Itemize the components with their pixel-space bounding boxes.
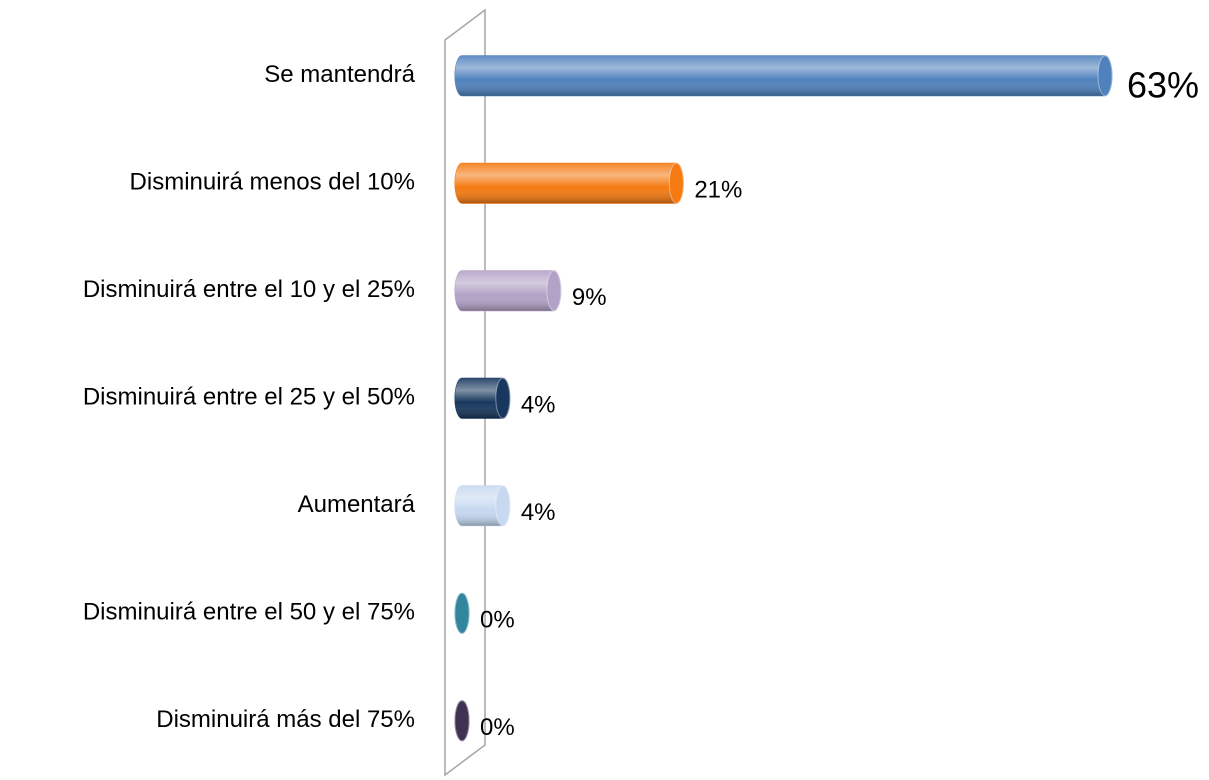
bar-cap: [454, 700, 470, 742]
plot-wall: [444, 8, 486, 777]
bar-shine: [455, 270, 561, 311]
category-label: Disminuirá entre el 50 y el 75%: [83, 599, 415, 626]
category-label: Disminuirá menos del 10%: [130, 169, 415, 196]
bar-cap: [454, 592, 470, 634]
bar-cap: [1097, 55, 1113, 97]
bar-shine: [455, 163, 684, 204]
value-label: 4%: [521, 499, 556, 526]
category-label: Aumentará: [298, 491, 416, 518]
value-label: 21%: [694, 177, 742, 204]
bar-cap: [546, 270, 562, 312]
value-label: 0%: [480, 714, 515, 741]
value-label: 9%: [572, 284, 607, 311]
bar-cap: [495, 485, 511, 527]
value-label: 63%: [1127, 64, 1199, 105]
bar-shine: [455, 55, 1112, 96]
category-label: Disminuirá entre el 25 y el 50%: [83, 384, 415, 411]
bar-cap: [495, 377, 511, 419]
bar-cap: [668, 162, 684, 204]
bar-shine: [455, 378, 510, 419]
value-label: 4%: [521, 392, 556, 419]
bar-shine: [455, 485, 510, 526]
category-label: Se mantendrá: [264, 61, 415, 88]
value-label: 0%: [480, 607, 515, 634]
category-label: Disminuirá más del 75%: [156, 706, 415, 733]
category-label: Disminuirá entre el 10 y el 25%: [83, 276, 415, 303]
